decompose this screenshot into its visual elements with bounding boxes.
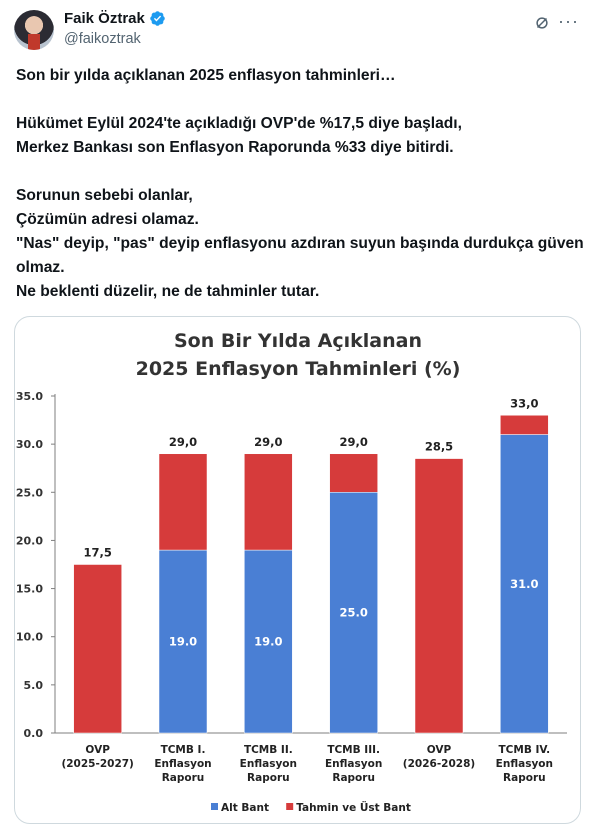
bar-value-label: 19.0 — [254, 635, 282, 649]
paragraph-gap — [16, 88, 586, 112]
tweet-text-line: Son bir yılda açıklanan 2025 enflasyon t… — [16, 67, 396, 84]
bar-tahmin-ust-bant — [414, 458, 464, 734]
more-icon[interactable]: ··· — [558, 11, 579, 31]
bar-alt-bant — [158, 549, 208, 734]
y-tick-label: 10.0 — [16, 631, 43, 644]
author-display-name[interactable]: Faik Öztrak — [64, 10, 145, 27]
x-category-label: Raporu — [162, 772, 205, 784]
tweet-text-line: Sorunun sebebi olanlar, — [16, 187, 193, 204]
bar-alt-bant — [500, 434, 549, 734]
x-category-label: Enflasyon — [154, 758, 211, 770]
y-tick-label: 5.0 — [24, 679, 44, 692]
legend-swatch — [211, 803, 218, 810]
x-category-label: OVP — [85, 744, 110, 756]
bar-total-label: 29,0 — [169, 435, 197, 449]
chart-title-line: 2025 Enflasyon Tahminleri (%) — [136, 358, 461, 380]
author-handle[interactable]: @faikoztrak — [64, 31, 141, 47]
bar-total-label: 33,0 — [510, 396, 538, 410]
bar-total-label: 28,5 — [425, 440, 453, 454]
y-tick-label: 25.0 — [16, 486, 43, 499]
x-category-label: (2026-2028) — [403, 758, 475, 770]
bar-value-label: 31.0 — [510, 577, 538, 591]
bar-alt-bant — [244, 549, 293, 734]
x-category-label: TCMB II. — [244, 744, 293, 756]
bar-tahmin-ust-bant — [329, 453, 378, 493]
x-category-label: OVP — [427, 744, 452, 756]
x-category-label: Enflasyon — [240, 758, 297, 770]
bar-value-label: 25.0 — [339, 606, 367, 620]
x-category-label: TCMB III. — [327, 744, 380, 756]
x-category-label: TCMB IV. — [499, 744, 551, 756]
legend-swatch — [286, 803, 294, 810]
x-category-label: Raporu — [247, 772, 290, 784]
chart-title-line: Son Bir Yılda Açıklanan — [174, 330, 422, 352]
tweet-text-line: Merkez Bankası son Enflasyon Raporunda %… — [16, 139, 454, 156]
tweet-media-chart[interactable]: Son Bir Yılda Açıklanan 2025 Enflasyon Ta… — [14, 316, 581, 824]
tweet-text-line: Hükümet Eylül 2024'te açıkladığı OVP'de … — [16, 115, 462, 132]
verified-badge-icon — [150, 11, 165, 26]
bar-value-label: 19.0 — [169, 635, 197, 649]
chart: Son Bir Yılda Açıklanan 2025 Enflasyon Ta… — [16, 330, 567, 814]
grok-icon[interactable] — [533, 14, 551, 32]
tweet-text-line: Ne beklenti düzelir, ne de tahminler tut… — [16, 283, 320, 300]
tweet-header: Faik Öztrak @faikoztrak ··· — [14, 8, 585, 52]
y-tick-label: 30.0 — [16, 438, 43, 451]
y-tick-label: 0.0 — [24, 727, 44, 740]
avatar[interactable] — [14, 10, 54, 50]
tweet-text: Son bir yılda açıklanan 2025 enflasyon t… — [16, 64, 586, 304]
y-tick-label: 35.0 — [16, 390, 43, 403]
x-category-label: Enflasyon — [496, 758, 553, 770]
legend-label: Alt Bant — [221, 802, 269, 814]
bar-tahmin-ust-bant — [244, 453, 293, 551]
y-tick-label: 15.0 — [16, 583, 43, 596]
x-category-label: (2025-2027) — [61, 758, 133, 770]
bar-tahmin-ust-bant — [73, 564, 122, 734]
bar-total-label: 29,0 — [254, 435, 282, 449]
x-category-label: Enflasyon — [325, 758, 382, 770]
x-category-label: Raporu — [332, 772, 375, 784]
y-tick-label: 20.0 — [16, 534, 43, 547]
x-category-label: Raporu — [503, 772, 546, 784]
bar-alt-bant — [329, 492, 378, 734]
x-category-label: TCMB I. — [161, 744, 206, 756]
bar-total-label: 17,5 — [83, 546, 111, 560]
legend-label: Tahmin ve Üst Bant — [296, 800, 411, 814]
bar-tahmin-ust-bant — [158, 453, 208, 551]
bar-total-label: 29,0 — [339, 435, 367, 449]
tweet-text-line: "Nas" deyip, "pas" deyip enflasyonu azdı… — [16, 235, 584, 276]
tweet-text-line: Çözümün adresi olamaz. — [16, 211, 199, 228]
bar-tahmin-ust-bant — [500, 415, 549, 435]
paragraph-gap — [16, 160, 586, 184]
author-name-row: Faik Öztrak — [64, 10, 166, 27]
